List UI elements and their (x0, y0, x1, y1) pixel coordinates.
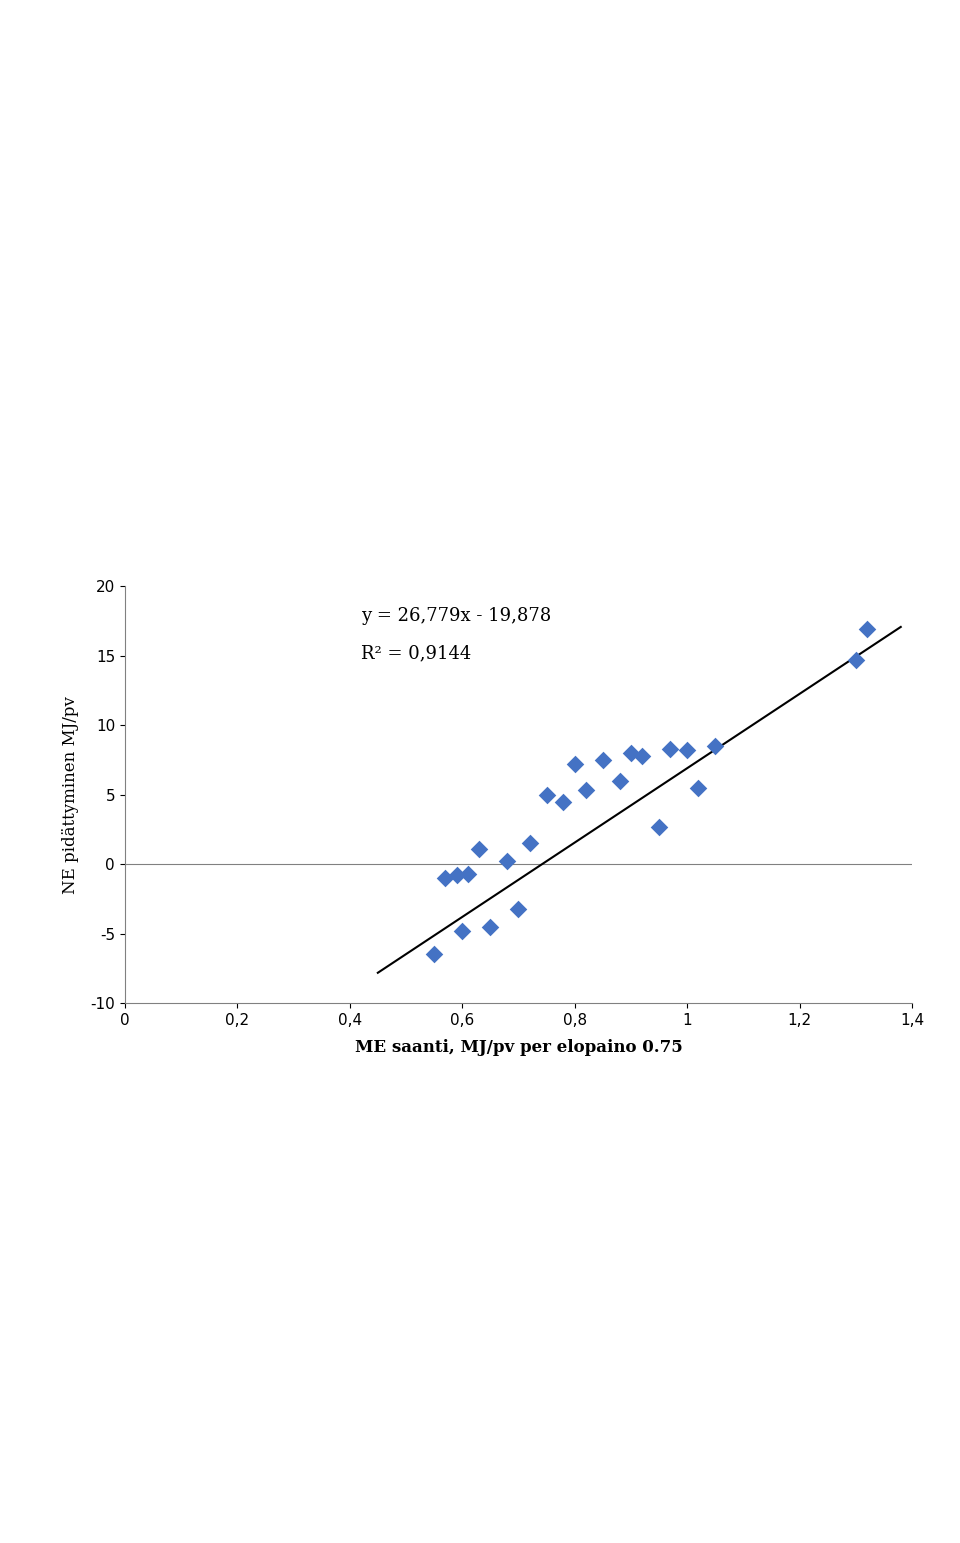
Point (567, 751, 583, 776)
Point (848, 648, 863, 673)
Point (454, 918, 469, 943)
Point (511, 896, 526, 921)
Point (539, 782, 554, 807)
Point (680, 738, 695, 762)
Point (662, 736, 678, 761)
Point (426, 941, 442, 966)
Point (635, 744, 650, 768)
Point (595, 748, 611, 773)
Point (690, 775, 706, 799)
Point (612, 768, 627, 793)
Point (449, 863, 465, 887)
Point (623, 741, 638, 765)
Point (499, 849, 515, 873)
Point (471, 836, 487, 861)
Point (578, 778, 593, 802)
Y-axis label: NE pidättyminen MJ/pv: NE pidättyminen MJ/pv (62, 696, 80, 893)
Point (522, 830, 538, 855)
Point (460, 861, 475, 886)
Point (438, 866, 453, 890)
Point (556, 790, 571, 815)
Point (651, 815, 666, 839)
X-axis label: ME saanti, MJ/pv per elopaino 0.75: ME saanti, MJ/pv per elopaino 0.75 (354, 1038, 683, 1055)
Text: R² = 0,9144: R² = 0,9144 (361, 645, 471, 662)
Point (708, 734, 723, 759)
Point (859, 617, 875, 642)
Point (483, 913, 498, 938)
Text: y = 26,779x - 19,878: y = 26,779x - 19,878 (361, 608, 551, 625)
